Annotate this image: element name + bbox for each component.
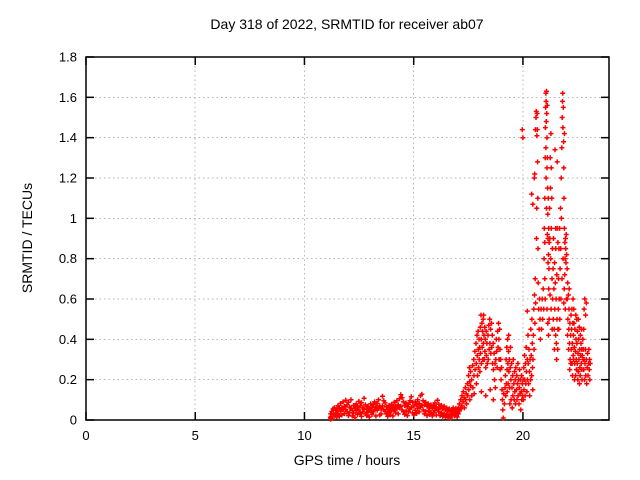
y-tick-label: 0.4	[59, 332, 77, 347]
y-tick-label: 1	[70, 211, 77, 226]
x-tick-labels: 0 5 10 15 20	[82, 428, 530, 443]
y-tick-label: 0.8	[59, 251, 77, 266]
y-tick-label: 0.2	[59, 372, 77, 387]
x-tick-label: 15	[406, 428, 420, 443]
x-tick-label: 5	[192, 428, 199, 443]
x-axis-title: GPS time / hours	[293, 452, 401, 468]
chart-title: Day 318 of 2022, SRMTID for receiver ab0…	[210, 16, 484, 32]
x-tick-label: 0	[82, 428, 89, 443]
y-tick-label: 0	[70, 413, 77, 428]
y-tick-label: 1.8	[59, 50, 77, 65]
gridlines	[86, 57, 609, 420]
y-tick-label: 1.2	[59, 171, 77, 186]
data-points	[328, 88, 593, 422]
y-tick-label: 1.4	[59, 130, 77, 145]
y-tick-label: 0.6	[59, 292, 77, 307]
x-tick-label: 10	[297, 428, 311, 443]
axis-ticks	[85, 56, 609, 421]
series-srmtid-markers	[328, 88, 593, 422]
plot-border	[85, 56, 610, 421]
x-tick-label: 20	[516, 428, 530, 443]
y-tick-labels: 0 0.2 0.4 0.6 0.8 1 1.2 1.4 1.6 1.8	[59, 50, 77, 428]
y-tick-label: 1.6	[59, 90, 77, 105]
